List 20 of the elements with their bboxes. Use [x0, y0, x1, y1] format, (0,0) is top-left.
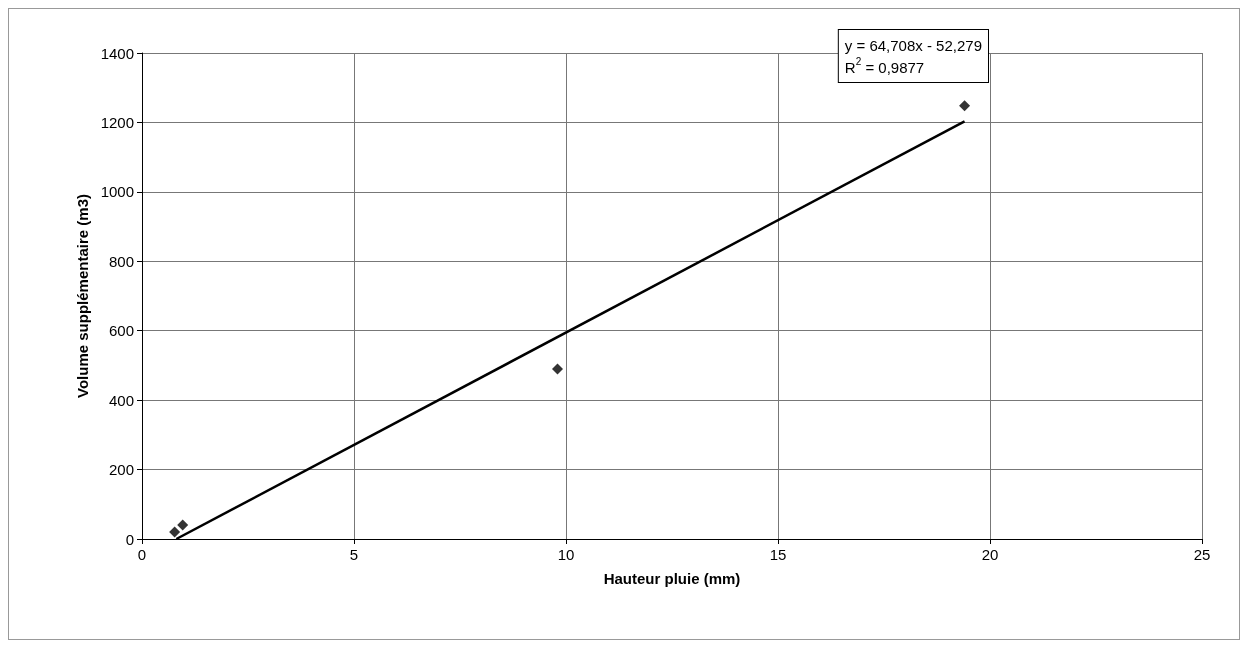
x-tick-label: 10: [557, 546, 575, 563]
x-axis-title: Hauteur pluie (mm): [603, 570, 741, 587]
x-tick-label: 5: [349, 546, 359, 563]
y-tick-label: 1400: [100, 44, 134, 62]
y-tick-label: 1200: [100, 113, 134, 131]
x-tick-label: 15: [769, 546, 787, 563]
y-tick-label: 200: [108, 461, 134, 479]
point: [959, 100, 971, 112]
point: [169, 526, 181, 538]
y-tick-label: 600: [108, 322, 134, 340]
x-tick-label: 25: [1193, 546, 1211, 563]
point: [177, 519, 189, 531]
y-tick-label: 1000: [100, 183, 134, 201]
y-tick-label: 400: [108, 391, 134, 409]
y-axis-title: Volume supplémentaire (m3): [73, 194, 91, 398]
x-tick-label: 0: [137, 546, 147, 563]
x-tick-label: 20: [981, 546, 999, 563]
point: [552, 363, 564, 375]
y-tick-label: 0: [125, 530, 134, 548]
y-tick-label: 800: [108, 252, 134, 270]
